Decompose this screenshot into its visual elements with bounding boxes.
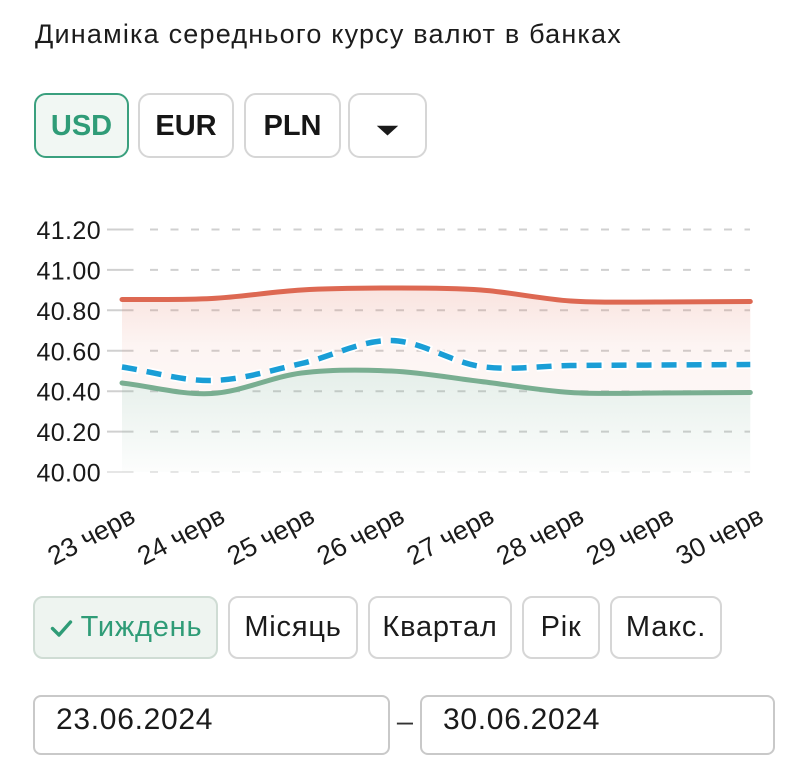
svg-text:40.40: 40.40	[36, 379, 101, 407]
svg-text:41.20: 41.20	[36, 217, 101, 245]
svg-text:40.60: 40.60	[36, 338, 101, 366]
svg-text:41.00: 41.00	[36, 257, 101, 285]
svg-text:24 черв: 24 черв	[132, 500, 229, 571]
svg-text:40.80: 40.80	[36, 298, 101, 326]
svg-text:26 черв: 26 черв	[312, 500, 409, 571]
svg-text:27 черв: 27 черв	[402, 500, 499, 571]
svg-text:30 черв: 30 черв	[671, 500, 768, 571]
svg-text:23 черв: 23 черв	[43, 500, 140, 571]
svg-text:40.00: 40.00	[36, 460, 101, 488]
svg-text:29 черв: 29 черв	[581, 500, 678, 571]
svg-text:28 черв: 28 черв	[491, 500, 588, 571]
svg-text:40.20: 40.20	[36, 419, 101, 447]
svg-text:25 черв: 25 черв	[222, 500, 319, 571]
